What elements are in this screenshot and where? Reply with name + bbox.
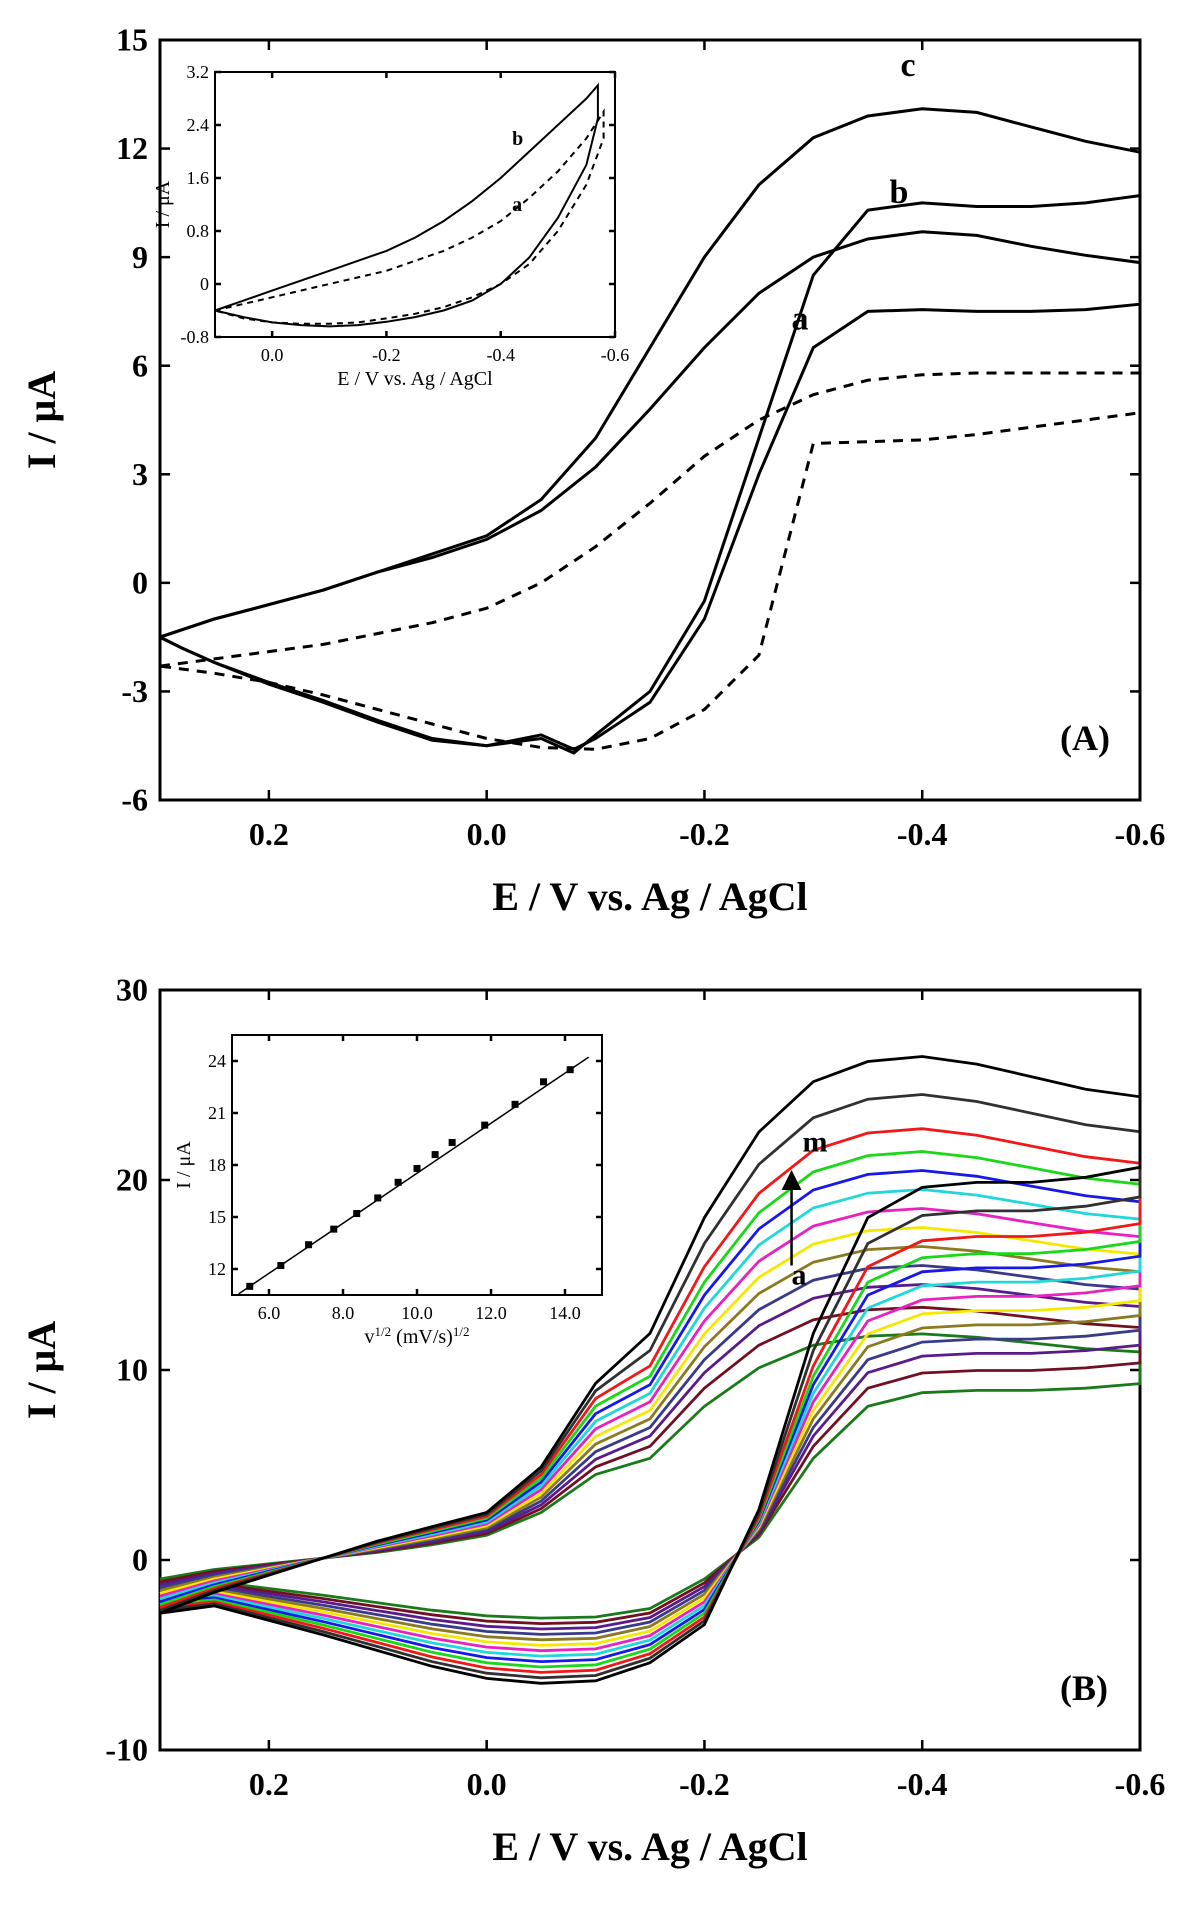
panel-b-inset: 6.0 8.0 10.0 12.0 14.0 12 15 18 21 24 v1/2 (mV/s… <box>173 1035 602 1348</box>
svg-text:20: 20 <box>116 1162 148 1198</box>
panel-b-inset-marker <box>305 1241 312 1248</box>
panel-a-label-b: b <box>890 174 909 211</box>
panel-b-inset-marker <box>374 1194 381 1201</box>
panel-a-inset-ylabel: I / μA <box>152 180 174 228</box>
svg-text:-0.2: -0.2 <box>679 816 730 852</box>
panel-a-inset-xlabel: E / V vs. Ag / AgCl <box>337 368 493 390</box>
panel-b-label: (B) <box>1060 1668 1108 1708</box>
svg-text:10: 10 <box>116 1352 148 1388</box>
svg-text:24: 24 <box>208 1051 226 1071</box>
svg-text:0.0: 0.0 <box>261 345 284 365</box>
svg-text:21: 21 <box>208 1103 226 1123</box>
svg-text:-0.4: -0.4 <box>897 1766 948 1802</box>
svg-text:8.0: 8.0 <box>332 1303 355 1323</box>
svg-text:12: 12 <box>116 130 148 166</box>
svg-text:-0.6: -0.6 <box>601 345 630 365</box>
svg-text:6.0: 6.0 <box>258 1303 281 1323</box>
svg-text:-0.8: -0.8 <box>181 327 210 347</box>
panel-b-xlabel: E / V vs. Ag / AgCl <box>492 1824 807 1869</box>
svg-text:3.2: 3.2 <box>187 62 210 82</box>
panel-b-inset-marker <box>567 1066 574 1073</box>
panel-b-inset-xlabel: v1/2 (mV/s)1/2 <box>365 1324 470 1349</box>
svg-text:0.2: 0.2 <box>249 816 289 852</box>
panel-a-inset: 0.0 -0.2 -0.4 -0.6 -0.8 0 0.8 1.6 2.4 3.2 a b E … <box>152 62 629 390</box>
panel-b-curve-3 <box>160 1266 1140 1635</box>
svg-text:-6: -6 <box>121 782 148 818</box>
panel-b-inset-marker <box>395 1179 402 1186</box>
svg-text:0: 0 <box>200 274 209 294</box>
svg-text:30: 30 <box>116 972 148 1008</box>
panel-a-xlabel: E / V vs. Ag / AgCl <box>492 874 807 919</box>
panel-a-svg: 0.2 0.0 -0.2 -0.4 -0.6 -6 -3 0 3 6 9 12 15 a b c (A… <box>0 0 1200 950</box>
panel-a-label: (A) <box>1060 718 1110 758</box>
panel-b-inset-ylabel: I / μA <box>173 1141 195 1189</box>
panel-a-inset-frame <box>215 72 615 337</box>
svg-text:0: 0 <box>132 1542 148 1578</box>
svg-text:6: 6 <box>132 347 148 383</box>
svg-text:-0.2: -0.2 <box>372 345 401 365</box>
panel-a-label-a: a <box>792 301 809 338</box>
panel-a-label-c: c <box>900 47 915 84</box>
svg-text:10.0: 10.0 <box>401 1303 433 1323</box>
panel-a-inset-label-b: b <box>512 128 523 150</box>
svg-text:18: 18 <box>208 1155 226 1175</box>
panel-b-inset-marker <box>353 1210 360 1217</box>
svg-text:0.0: 0.0 <box>467 1766 507 1802</box>
svg-text:0.0: 0.0 <box>467 816 507 852</box>
svg-text:15: 15 <box>208 1207 226 1227</box>
svg-text:12: 12 <box>208 1259 226 1279</box>
svg-text:-0.4: -0.4 <box>486 345 515 365</box>
svg-text:1.6: 1.6 <box>187 168 210 188</box>
svg-text:-10: -10 <box>105 1732 148 1768</box>
svg-text:9: 9 <box>132 239 148 275</box>
panel-b-inset-marker <box>330 1226 337 1233</box>
svg-text:-0.6: -0.6 <box>1115 1766 1166 1802</box>
panel-b-inset-marker <box>277 1262 284 1269</box>
svg-text:14.0: 14.0 <box>549 1303 581 1323</box>
svg-text:15: 15 <box>116 22 148 58</box>
panel-b-inset-marker <box>512 1101 519 1108</box>
panel-b-inset-marker <box>449 1139 456 1146</box>
svg-text:2.4: 2.4 <box>187 115 210 135</box>
panel-b-svg: 0.2 0.0 -0.2 -0.4 -0.6 -10 0 10 20 30 a m (B) E … <box>0 950 1200 1906</box>
panel-b-range-a: a <box>792 1259 807 1292</box>
svg-text:-3: -3 <box>121 673 148 709</box>
svg-text:0.8: 0.8 <box>187 221 210 241</box>
figure-container: 0.2 0.0 -0.2 -0.4 -0.6 -6 -3 0 3 6 9 12 15 a b c (A… <box>0 0 1200 1906</box>
panel-b-inset-marker <box>246 1283 253 1290</box>
svg-text:-0.2: -0.2 <box>679 1766 730 1802</box>
panel-b-ylabel: I / μA <box>19 1321 64 1419</box>
svg-text:-0.6: -0.6 <box>1115 816 1166 852</box>
svg-text:-0.4: -0.4 <box>897 816 948 852</box>
panel-b-inset-marker <box>540 1078 547 1085</box>
svg-text:3: 3 <box>132 456 148 492</box>
panel-a-inset-label-a: a <box>512 194 522 216</box>
panel-b-inset-marker <box>432 1151 439 1158</box>
panel-b-curve-4 <box>160 1247 1140 1640</box>
panel-a-ylabel: I / μA <box>19 371 64 469</box>
svg-text:0: 0 <box>132 565 148 601</box>
panel-b-range-m: m <box>802 1126 827 1159</box>
panel-b-inset-marker <box>414 1165 421 1172</box>
panel-b-inset-marker <box>481 1122 488 1129</box>
svg-text:0.2: 0.2 <box>249 1766 289 1802</box>
svg-text:12.0: 12.0 <box>475 1303 507 1323</box>
